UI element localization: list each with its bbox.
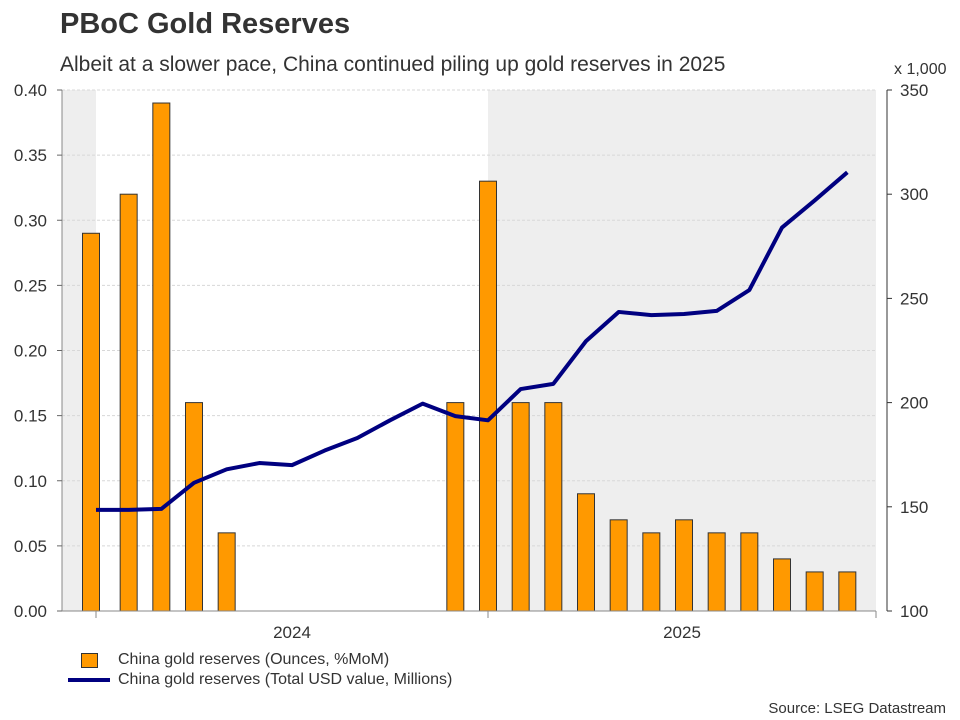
right-tick-label: 250 xyxy=(900,289,928,308)
right-tick-label: 200 xyxy=(900,394,928,413)
bar xyxy=(217,532,236,612)
bar xyxy=(740,532,759,612)
legend-bar-swatch xyxy=(81,652,98,668)
chart-subtitle: Albeit at a slower pace, China continued… xyxy=(60,53,726,76)
right-tick-label: 150 xyxy=(900,498,928,517)
left-tick-label: 0.35 xyxy=(14,146,47,165)
left-tick-label: 0.05 xyxy=(14,537,47,556)
left-tick-label: 0.30 xyxy=(14,211,47,230)
right-tick-label: 300 xyxy=(900,185,928,204)
bar xyxy=(675,519,693,612)
bar xyxy=(609,519,628,612)
left-tick-label: 0.20 xyxy=(14,342,47,361)
bar xyxy=(544,402,563,612)
source-note: Source: LSEG Datastream xyxy=(768,700,946,717)
x-tick-label: 2024 xyxy=(273,623,311,642)
bar xyxy=(707,532,726,612)
bar xyxy=(511,402,530,612)
left-tick-label: 0.40 xyxy=(14,81,47,100)
right-tick-label: 350 xyxy=(900,81,928,100)
bar xyxy=(82,232,100,612)
right-axis-unit: x 1,000 xyxy=(894,61,947,78)
right-tick-label: 100 xyxy=(900,602,928,621)
bar xyxy=(119,193,138,612)
bar xyxy=(805,571,824,612)
bar xyxy=(152,102,171,612)
bar xyxy=(642,532,661,612)
legend-item-line: China gold reserves (Total USD value, Mi… xyxy=(68,670,452,690)
legend: China gold reserves (Ounces, %MoM) China… xyxy=(68,650,452,690)
bar xyxy=(479,180,497,612)
chart-title: PBoC Gold Reserves xyxy=(60,8,351,40)
legend-label-line: China gold reserves (Total USD value, Mi… xyxy=(118,671,453,688)
left-tick-label: 0.00 xyxy=(14,602,47,621)
left-tick-label: 0.15 xyxy=(14,407,47,426)
bar xyxy=(185,402,203,612)
bar xyxy=(577,493,595,612)
left-tick-label: 0.10 xyxy=(14,472,47,491)
bar xyxy=(773,558,791,612)
line-series-usd-value xyxy=(96,170,849,512)
bar xyxy=(446,402,465,612)
legend-line-swatch xyxy=(68,678,110,682)
left-tick-label: 0.25 xyxy=(14,276,47,295)
legend-label-bars: China gold reserves (Ounces, %MoM) xyxy=(118,651,390,668)
bar xyxy=(838,571,857,612)
legend-item-bars: China gold reserves (Ounces, %MoM) xyxy=(68,650,452,670)
x-tick-label: 2025 xyxy=(663,623,701,642)
